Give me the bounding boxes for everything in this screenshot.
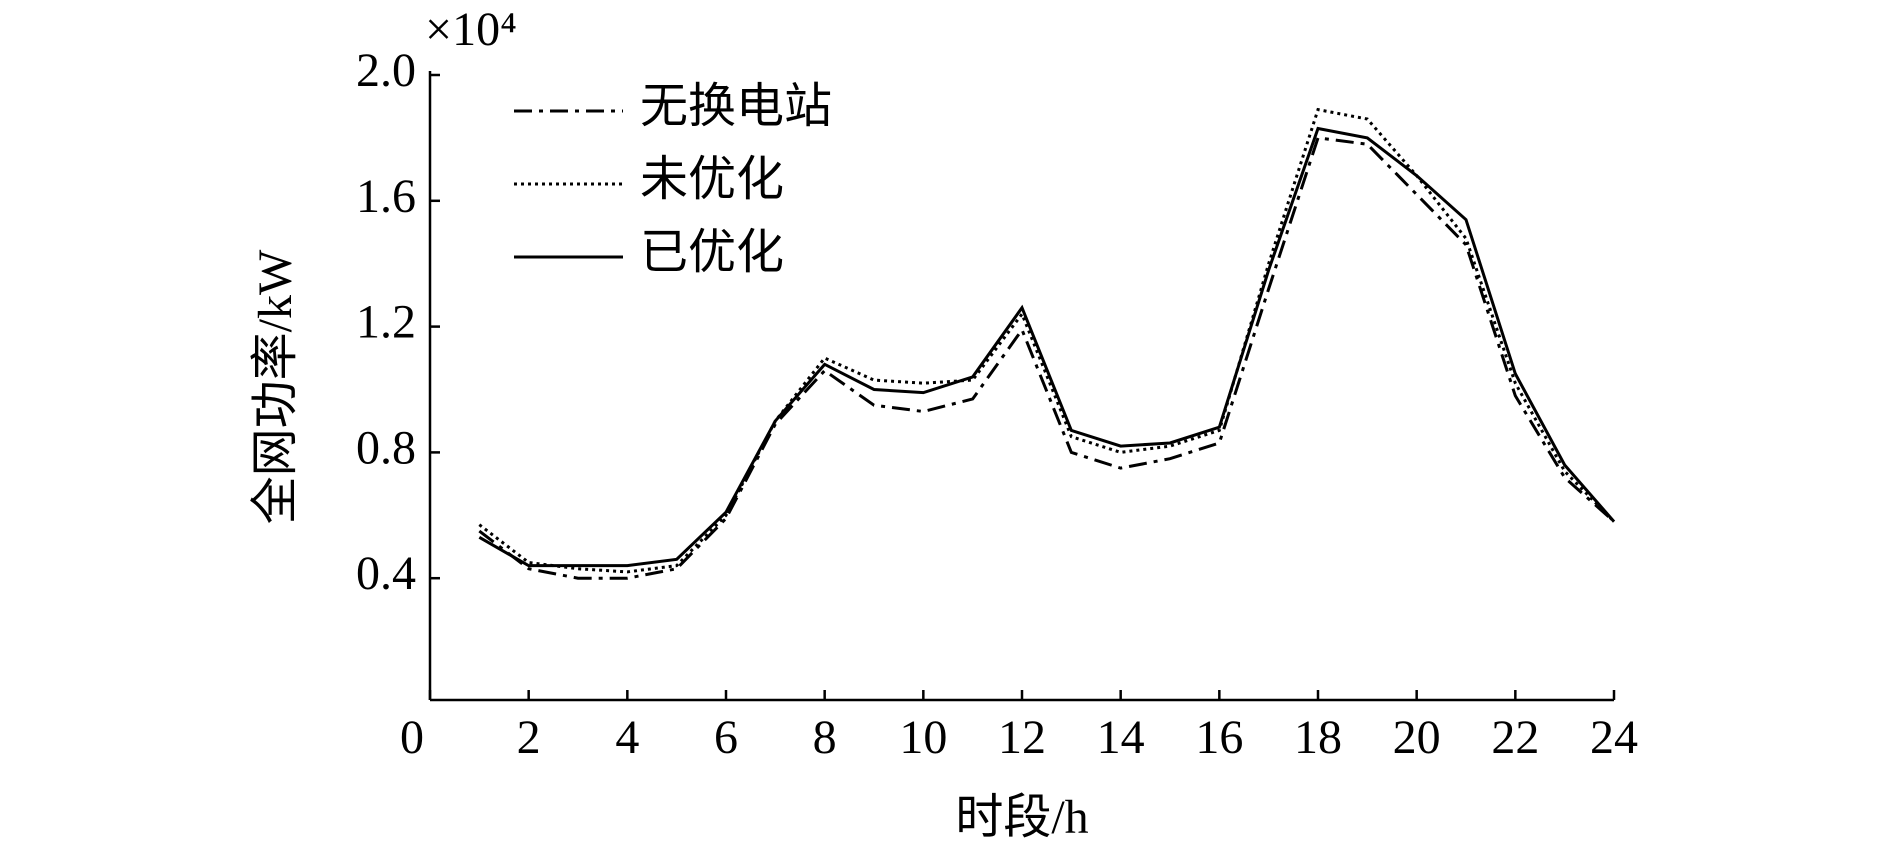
legend-label: 无换电站	[640, 80, 832, 133]
legend-label: 已优化	[640, 226, 784, 279]
x-tick-label: 2	[517, 711, 541, 764]
x-tick-label: 24	[1590, 711, 1638, 764]
x-tick-label: 22	[1491, 711, 1539, 764]
series-line	[478, 126, 1616, 568]
legend-label: 未优化	[640, 153, 784, 206]
y-tick-label: 2.0	[356, 44, 416, 97]
y-multiplier: ×10⁴	[425, 3, 517, 56]
x-tick-label: 6	[714, 711, 738, 764]
x-axis-label: 时段/h	[955, 791, 1088, 844]
x-tick-label: 8	[813, 711, 837, 764]
x-tick-label: 0	[400, 711, 424, 764]
x-tick-label: 10	[899, 711, 947, 764]
y-tick-label: 0.4	[356, 547, 416, 600]
y-tick-label: 1.2	[356, 296, 416, 349]
x-tick-label: 4	[615, 711, 639, 764]
y-tick-label: 0.8	[356, 421, 416, 474]
x-tick-label: 14	[1097, 711, 1145, 764]
series-line	[478, 136, 1615, 580]
y-axis-label: 全网功率/kW	[249, 249, 302, 524]
x-tick-label: 12	[998, 711, 1046, 764]
x-tick-label: 18	[1294, 711, 1342, 764]
y-tick-label: 1.6	[356, 170, 416, 223]
x-tick-label: 16	[1195, 711, 1243, 764]
x-tick-label: 20	[1393, 711, 1441, 764]
